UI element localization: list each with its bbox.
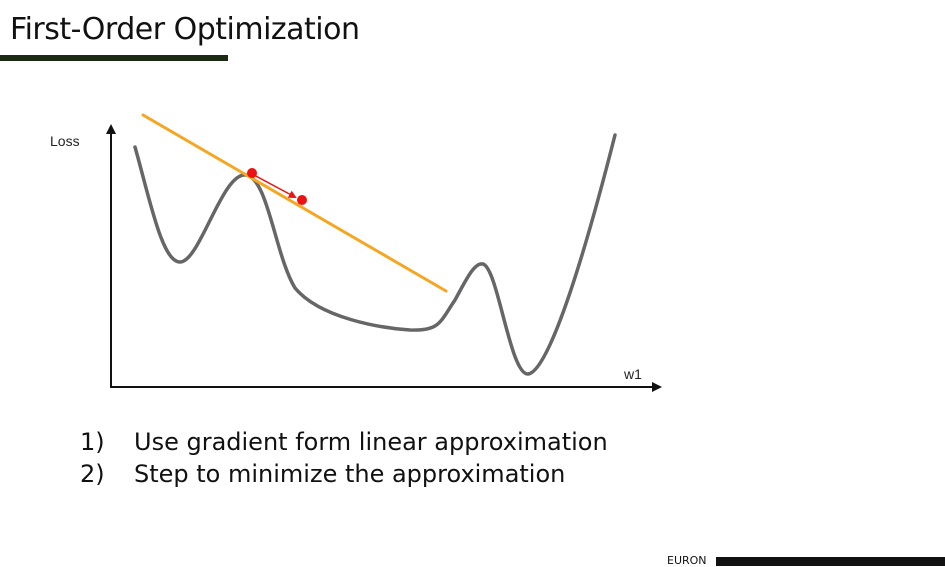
x-axis-label: w1 (623, 366, 642, 382)
next-point (297, 195, 307, 205)
steps-list: 1) Use gradient form linear approximatio… (80, 426, 608, 490)
step-arrow (253, 174, 297, 198)
title-underline (0, 55, 228, 61)
y-axis-label: Loss (50, 133, 80, 149)
step-text: Step to minimize the approximation (134, 460, 566, 488)
step-text: Use gradient form linear approximation (134, 428, 608, 456)
list-item: 1) Use gradient form linear approximatio… (80, 426, 608, 458)
step-number: 2) (80, 460, 105, 488)
slide-title: First-Order Optimization (10, 12, 360, 47)
loss-curve (133, 133, 617, 376)
step-number: 1) (80, 428, 105, 456)
footer-brand: EURON (667, 554, 707, 567)
tangent-line (141, 113, 448, 293)
start-point (247, 168, 257, 178)
list-item: 2) Step to minimize the approximation (80, 458, 608, 490)
footer-bar (716, 557, 945, 566)
